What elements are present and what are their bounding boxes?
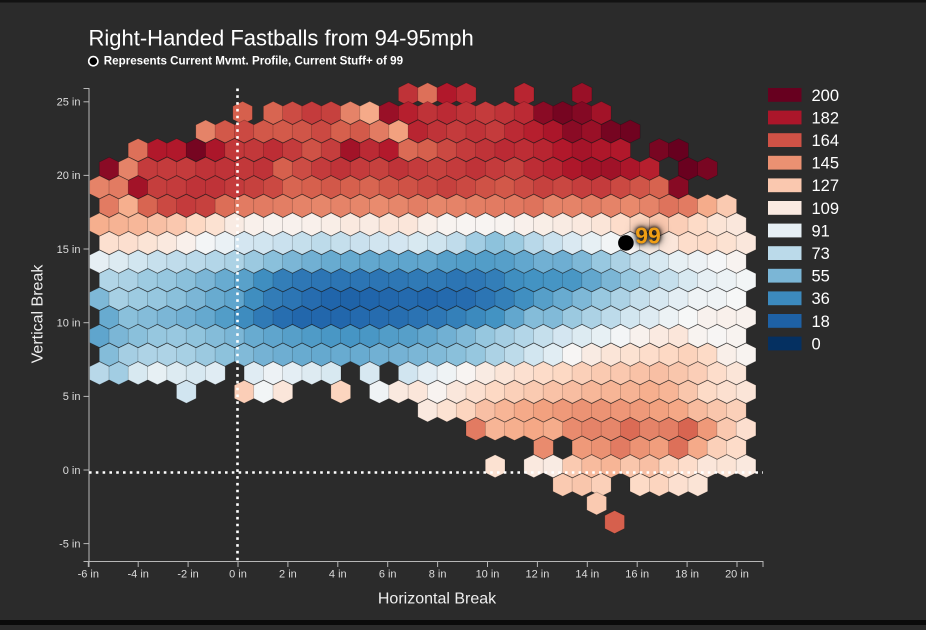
svg-text:0: 0 [812,335,821,353]
svg-text:200: 200 [812,87,840,105]
svg-text:-2 in: -2 in [177,568,198,580]
svg-text:-5 in: -5 in [59,538,80,550]
svg-text:Vertical Break: Vertical Break [30,264,47,364]
svg-text:55: 55 [812,268,830,286]
svg-text:20 in: 20 in [57,170,81,182]
svg-text:99: 99 [635,223,661,249]
svg-text:6 in: 6 in [379,568,397,580]
svg-text:145: 145 [812,155,840,173]
svg-text:14 in: 14 in [575,568,599,580]
svg-text:182: 182 [812,109,840,127]
svg-text:10 in: 10 in [476,568,500,580]
svg-text:Represents Current Mvmt. Profi: Represents Current Mvmt. Profile, Curren… [104,54,404,67]
svg-text:Right-Handed Fastballs from 94: Right-Handed Fastballs from 94-95mph [89,26,474,51]
svg-text:36: 36 [812,290,830,308]
svg-text:73: 73 [812,245,830,263]
svg-text:20 in: 20 in [725,568,749,580]
svg-text:8 in: 8 in [429,568,447,580]
svg-text:109: 109 [812,200,840,218]
svg-text:5 in: 5 in [63,391,81,403]
svg-text:0 in: 0 in [229,568,247,580]
svg-text:2 in: 2 in [279,568,297,580]
svg-text:91: 91 [812,222,830,240]
svg-text:25 in: 25 in [57,97,81,109]
svg-text:12 in: 12 in [525,568,549,580]
svg-text:127: 127 [812,177,840,195]
svg-text:-4 in: -4 in [127,568,148,580]
svg-text:10 in: 10 in [57,318,81,330]
svg-text:18: 18 [812,313,830,331]
svg-text:164: 164 [812,132,840,150]
svg-text:0 in: 0 in [63,465,81,477]
svg-text:16 in: 16 in [625,568,649,580]
svg-text:Horizontal Break: Horizontal Break [378,591,497,608]
svg-text:4 in: 4 in [329,568,347,580]
svg-text:15 in: 15 in [57,244,81,256]
svg-text:-6 in: -6 in [78,568,99,580]
svg-text:18 in: 18 in [675,568,699,580]
